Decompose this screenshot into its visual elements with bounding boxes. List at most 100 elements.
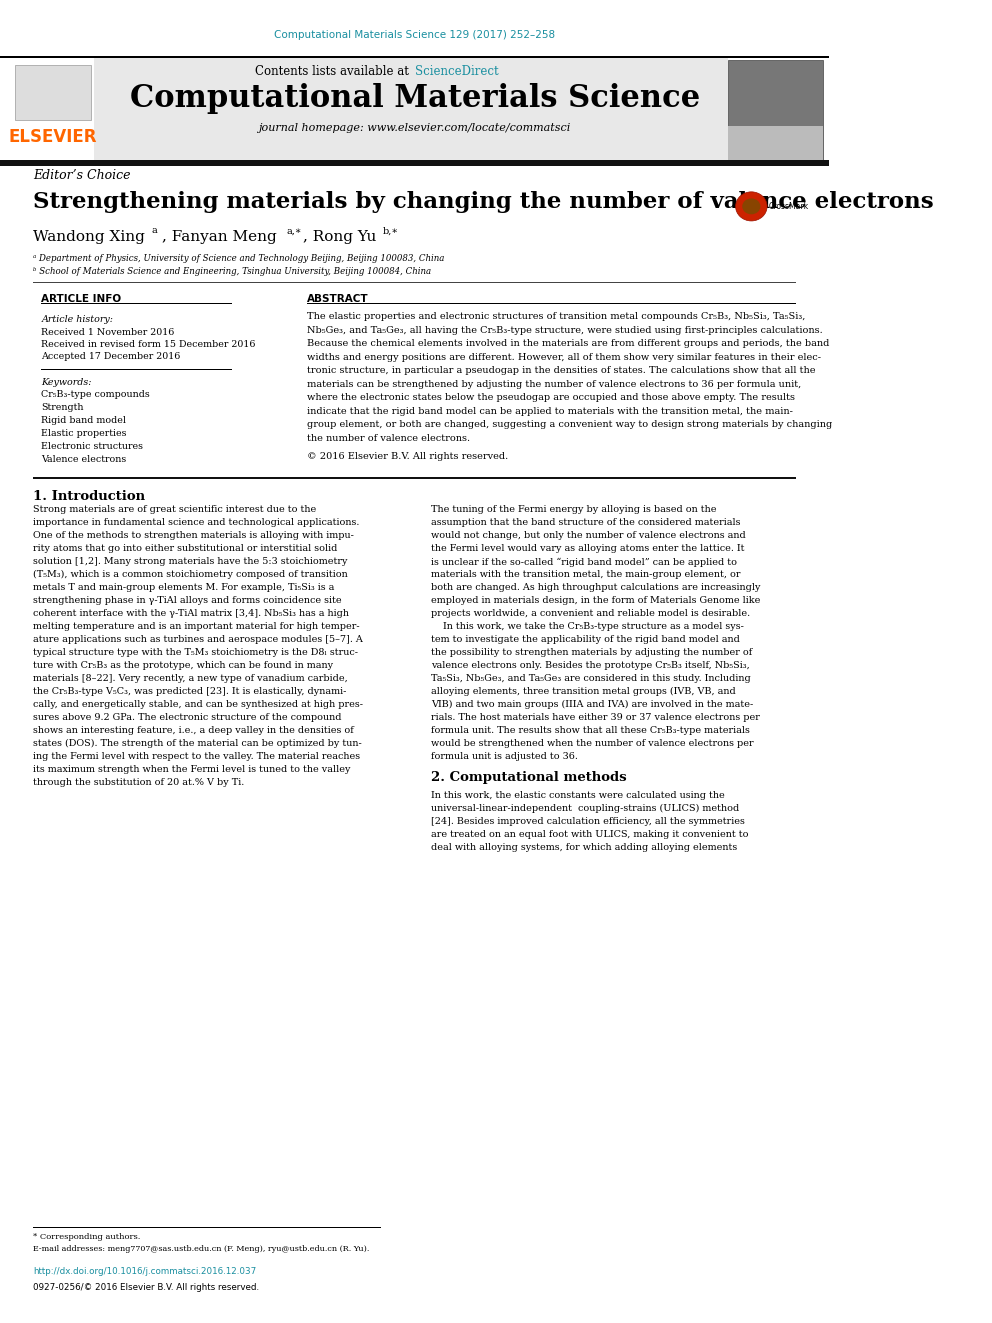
Text: Computational Materials Science 129 (2017) 252–258: Computational Materials Science 129 (201… bbox=[274, 30, 556, 41]
Text: (T₅M₃), which is a common stoichiometry composed of transition: (T₅M₃), which is a common stoichiometry … bbox=[33, 570, 348, 579]
Text: ᵃ Department of Physics, University of Science and Technology Beijing, Beijing 1: ᵃ Department of Physics, University of S… bbox=[33, 254, 444, 263]
Text: where the electronic states below the pseudogap are occupied and those above emp: where the electronic states below the ps… bbox=[307, 393, 795, 402]
Text: 0927-0256/© 2016 Elsevier B.V. All rights reserved.: 0927-0256/© 2016 Elsevier B.V. All right… bbox=[33, 1283, 259, 1293]
Text: deal with alloying systems, for which adding alloying elements: deal with alloying systems, for which ad… bbox=[432, 843, 737, 852]
Text: Valence electrons: Valence electrons bbox=[42, 455, 127, 464]
Text: COMPUTATIONAL
MATERIALS
SCIENCE: COMPUTATIONAL MATERIALS SCIENCE bbox=[748, 69, 804, 86]
Text: The elastic properties and electronic structures of transition metal compounds C: The elastic properties and electronic st… bbox=[307, 312, 806, 321]
Text: © 2016 Elsevier B.V. All rights reserved.: © 2016 Elsevier B.V. All rights reserved… bbox=[307, 452, 508, 462]
Text: Computational Materials Science: Computational Materials Science bbox=[130, 83, 699, 114]
Text: a,∗: a,∗ bbox=[286, 226, 302, 235]
Text: melting temperature and is an important material for high temper-: melting temperature and is an important … bbox=[33, 622, 360, 631]
Text: http://dx.doi.org/10.1016/j.commatsci.2016.12.037: http://dx.doi.org/10.1016/j.commatsci.20… bbox=[33, 1267, 256, 1277]
Text: formula unit. The results show that all these Cr₅B₃-type materials: formula unit. The results show that all … bbox=[432, 726, 750, 734]
Text: Keywords:: Keywords: bbox=[42, 378, 92, 388]
Text: ♣♣♣
♣♣♣: ♣♣♣ ♣♣♣ bbox=[40, 82, 66, 103]
Text: universal-linear-independent  coupling-strains (ULICS) method: universal-linear-independent coupling-st… bbox=[432, 804, 739, 814]
Text: Received 1 November 2016: Received 1 November 2016 bbox=[42, 328, 175, 337]
Text: Rigid band model: Rigid band model bbox=[42, 417, 126, 425]
Bar bbox=[33, 476, 797, 479]
Text: states (DOS). The strength of the material can be optimized by tun-: states (DOS). The strength of the materi… bbox=[33, 738, 362, 747]
Text: Editor’s Choice: Editor’s Choice bbox=[33, 169, 131, 183]
Text: widths and energy positions are different. However, all of them show very simila: widths and energy positions are differen… bbox=[307, 353, 820, 361]
Text: Cr₅B₃-type compounds: Cr₅B₃-type compounds bbox=[42, 390, 150, 400]
Text: indicate that the rigid band model can be applied to materials with the transiti: indicate that the rigid band model can b… bbox=[307, 406, 793, 415]
Bar bbox=[728, 60, 822, 160]
Bar bbox=[33, 282, 797, 283]
Text: In this work, the elastic constants were calculated using the: In this work, the elastic constants were… bbox=[432, 791, 725, 800]
Text: rials. The host materials have either 39 or 37 valence electrons per: rials. The host materials have either 39… bbox=[432, 713, 760, 722]
Text: Strength: Strength bbox=[42, 404, 84, 413]
Text: * Corresponding authors.: * Corresponding authors. bbox=[33, 1233, 141, 1241]
Ellipse shape bbox=[736, 192, 767, 221]
Text: solution [1,2]. Many strong materials have the 5:3 stoichiometry: solution [1,2]. Many strong materials ha… bbox=[33, 557, 347, 566]
Text: would be strengthened when the number of valence electrons per: would be strengthened when the number of… bbox=[432, 738, 754, 747]
Text: 1. Introduction: 1. Introduction bbox=[33, 490, 145, 503]
Text: Elastic properties: Elastic properties bbox=[42, 429, 127, 438]
Text: tronic structure, in particular a pseudogap in the densities of states. The calc: tronic structure, in particular a pseudo… bbox=[307, 366, 815, 376]
Text: importance in fundamental science and technological applications.: importance in fundamental science and te… bbox=[33, 519, 359, 528]
Text: ARTICLE INFO: ARTICLE INFO bbox=[42, 294, 122, 304]
Text: tem to investigate the applicability of the rigid band model and: tem to investigate the applicability of … bbox=[432, 635, 740, 644]
Text: ature applications such as turbines and aerospace modules [5–7]. A: ature applications such as turbines and … bbox=[33, 635, 363, 644]
Text: materials [8–22]. Very recently, a new type of vanadium carbide,: materials [8–22]. Very recently, a new t… bbox=[33, 673, 348, 683]
Text: valence electrons only. Besides the prototype Cr₅B₃ itself, Nb₅Si₃,: valence electrons only. Besides the prot… bbox=[432, 662, 750, 669]
Text: group element, or both are changed, suggesting a convenient way to design strong: group element, or both are changed, sugg… bbox=[307, 421, 832, 429]
Text: 2. Computational methods: 2. Computational methods bbox=[432, 771, 627, 785]
Text: ing the Fermi level with respect to the valley. The material reaches: ing the Fermi level with respect to the … bbox=[33, 751, 360, 761]
Text: sures above 9.2 GPa. The electronic structure of the compound: sures above 9.2 GPa. The electronic stru… bbox=[33, 713, 341, 722]
Text: Strong materials are of great scientific interest due to the: Strong materials are of great scientific… bbox=[33, 505, 316, 515]
Text: rity atoms that go into either substitutional or interstitial solid: rity atoms that go into either substitut… bbox=[33, 544, 337, 553]
Text: through the substitution of 20 at.% V by Ti.: through the substitution of 20 at.% V by… bbox=[33, 778, 244, 787]
Text: ScienceDirect: ScienceDirect bbox=[415, 65, 498, 78]
Text: E-mail addresses: meng7707@sas.ustb.edu.cn (F. Meng), ryu@ustb.edu.cn (R. Yu).: E-mail addresses: meng7707@sas.ustb.edu.… bbox=[33, 1245, 370, 1253]
Text: Contents lists available at: Contents lists available at bbox=[255, 65, 412, 78]
Text: Electronic structures: Electronic structures bbox=[42, 442, 144, 451]
Text: projects worldwide, a convenient and reliable model is desirable.: projects worldwide, a convenient and rel… bbox=[432, 609, 750, 618]
Text: Article history:: Article history: bbox=[42, 315, 113, 324]
Text: , Fanyan Meng: , Fanyan Meng bbox=[162, 230, 277, 245]
Text: is unclear if the so-called “rigid band model” can be applied to: is unclear if the so-called “rigid band … bbox=[432, 557, 737, 566]
Text: [24]. Besides improved calculation efficiency, all the symmetries: [24]. Besides improved calculation effic… bbox=[432, 818, 745, 826]
Text: typical structure type with the T₅M₃ stoichiometry is the D8ₗ struc-: typical structure type with the T₅M₃ sto… bbox=[33, 648, 358, 658]
Text: the Cr₅B₃-type V₅C₃, was predicted [23]. It is elastically, dynami-: the Cr₅B₃-type V₅C₃, was predicted [23].… bbox=[33, 687, 346, 696]
Text: formula unit is adjusted to 36.: formula unit is adjusted to 36. bbox=[432, 751, 578, 761]
Text: strengthening phase in γ-TiAl alloys and forms coincidence site: strengthening phase in γ-TiAl alloys and… bbox=[33, 597, 342, 605]
Text: the Fermi level would vary as alloying atoms enter the lattice. It: the Fermi level would vary as alloying a… bbox=[432, 544, 745, 553]
Text: employed in materials design, in the form of Materials Genome like: employed in materials design, in the for… bbox=[432, 597, 761, 605]
Text: cally, and energetically stable, and can be synthesized at high pres-: cally, and energetically stable, and can… bbox=[33, 700, 363, 709]
Text: Accepted 17 December 2016: Accepted 17 December 2016 bbox=[42, 352, 181, 361]
Text: the possibility to strengthen materials by adjusting the number of: the possibility to strengthen materials … bbox=[432, 648, 753, 658]
Bar bbox=[93, 58, 728, 161]
Text: coherent interface with the γ-TiAl matrix [3,4]. Nb₅Si₃ has a high: coherent interface with the γ-TiAl matri… bbox=[33, 609, 349, 618]
Text: ture with Cr₅B₃ as the prototype, which can be found in many: ture with Cr₅B₃ as the prototype, which … bbox=[33, 662, 333, 669]
Text: b,∗: b,∗ bbox=[383, 226, 399, 235]
Text: a: a bbox=[152, 226, 158, 235]
Bar bbox=[728, 126, 822, 160]
Text: The tuning of the Fermi energy by alloying is based on the: The tuning of the Fermi energy by alloyi… bbox=[432, 505, 717, 515]
Text: CrossMark: CrossMark bbox=[769, 202, 808, 210]
Text: assumption that the band structure of the considered materials: assumption that the band structure of th… bbox=[432, 519, 741, 528]
Text: metals T and main-group elements M. For example, Ti₅Si₃ is a: metals T and main-group elements M. For … bbox=[33, 583, 334, 593]
Text: , Rong Yu: , Rong Yu bbox=[303, 230, 376, 245]
Text: materials can be strengthened by adjusting the number of valence electrons to 36: materials can be strengthened by adjusti… bbox=[307, 380, 802, 389]
Text: both are changed. As high throughput calculations are increasingly: both are changed. As high throughput cal… bbox=[432, 583, 761, 593]
Bar bbox=[0, 160, 829, 165]
Bar bbox=[15, 65, 91, 120]
Text: the number of valence electrons.: the number of valence electrons. bbox=[307, 434, 470, 443]
Text: alloying elements, three transition metal groups (IVB, VB, and: alloying elements, three transition meta… bbox=[432, 687, 736, 696]
Text: Because the chemical elements involved in the materials are from different group: Because the chemical elements involved i… bbox=[307, 339, 829, 348]
Text: Received in revised form 15 December 2016: Received in revised form 15 December 201… bbox=[42, 340, 256, 349]
Text: ELSEVIER: ELSEVIER bbox=[9, 128, 97, 147]
Text: shows an interesting feature, i.e., a deep valley in the densities of: shows an interesting feature, i.e., a de… bbox=[33, 726, 354, 734]
Text: are treated on an equal foot with ULICS, making it convenient to: are treated on an equal foot with ULICS,… bbox=[432, 830, 749, 839]
Text: Ta₅Si₃, Nb₅Ge₃, and Ta₅Ge₃ are considered in this study. Including: Ta₅Si₃, Nb₅Ge₃, and Ta₅Ge₃ are considere… bbox=[432, 673, 751, 683]
Text: would not change, but only the number of valence electrons and: would not change, but only the number of… bbox=[432, 532, 746, 540]
Text: VIB) and two main groups (IIIA and IVA) are involved in the mate-: VIB) and two main groups (IIIA and IVA) … bbox=[432, 700, 754, 709]
Text: One of the methods to strengthen materials is alloying with impu-: One of the methods to strengthen materia… bbox=[33, 532, 354, 540]
Text: its maximum strength when the Fermi level is tuned to the valley: its maximum strength when the Fermi leve… bbox=[33, 765, 350, 774]
Bar bbox=[0, 56, 829, 58]
Text: In this work, we take the Cr₅B₃-type structure as a model sys-: In this work, we take the Cr₅B₃-type str… bbox=[432, 622, 744, 631]
Text: Nb₅Ge₃, and Ta₅Ge₃, all having the Cr₅B₃-type structure, were studied using firs: Nb₅Ge₃, and Ta₅Ge₃, all having the Cr₅B₃… bbox=[307, 325, 822, 335]
Text: ABSTRACT: ABSTRACT bbox=[307, 294, 368, 304]
